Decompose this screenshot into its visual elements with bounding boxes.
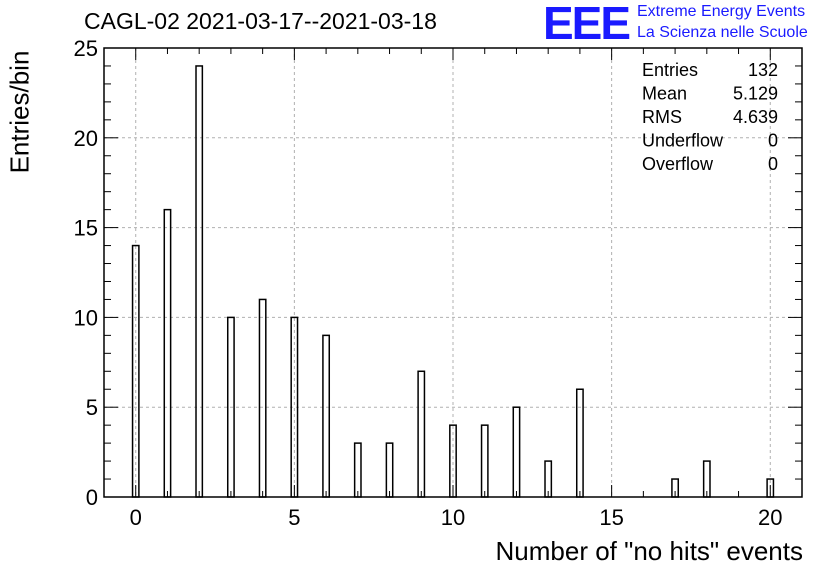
x-tick-label: 10 xyxy=(441,505,465,530)
y-tick-label: 15 xyxy=(74,216,98,241)
stats-label: Underflow xyxy=(642,131,724,151)
y-tick-label: 25 xyxy=(74,36,98,61)
stats-label: Entries xyxy=(642,60,698,80)
y-tick-label: 20 xyxy=(74,126,98,151)
stats-value: 132 xyxy=(748,60,778,80)
histogram-bar xyxy=(480,424,489,498)
stats-label: RMS xyxy=(642,107,682,127)
eee-logo: EEE xyxy=(543,0,631,49)
logo-line-1: Extreme Energy Events xyxy=(637,3,806,20)
x-tick-label: 0 xyxy=(130,505,142,530)
histogram-bar xyxy=(353,442,362,498)
histogram-bar xyxy=(258,298,267,498)
x-tick-label: 5 xyxy=(288,505,300,530)
stats-value: 0 xyxy=(768,154,778,174)
histogram-bar xyxy=(575,388,584,498)
stats-value: 5.129 xyxy=(733,84,778,104)
stats-value: 4.639 xyxy=(733,107,778,127)
grid-lines xyxy=(104,47,802,498)
histogram-bar xyxy=(195,65,204,498)
y-tick-label: 10 xyxy=(74,305,98,330)
y-tick-labels: 0 5 10 15 20 25 xyxy=(74,36,98,510)
x-tick-labels: 0 5 10 15 20 xyxy=(130,505,783,530)
x-axis-label: Number of "no hits" events xyxy=(495,536,804,566)
histogram-bar xyxy=(163,208,172,498)
x-tick-label: 20 xyxy=(758,505,782,530)
logo-line-2: La Scienza nelle Scuole xyxy=(637,24,808,41)
axis-ticks xyxy=(103,47,803,498)
histogram-bar xyxy=(322,334,331,498)
x-tick-label: 15 xyxy=(599,505,623,530)
y-tick-label: 5 xyxy=(86,395,98,420)
histogram-bar xyxy=(512,406,521,498)
stats-label: Overflow xyxy=(642,154,714,174)
stats-value: 0 xyxy=(768,131,778,151)
histogram-bar xyxy=(417,370,426,498)
stats-box: Entries 132 Mean 5.129 RMS 4.639 Underflow 0 Ove… xyxy=(642,60,778,174)
histogram-bar xyxy=(385,442,394,498)
y-tick-label: 0 xyxy=(86,485,98,510)
stats-label: Mean xyxy=(642,84,687,104)
chart-title: CAGL-02 2021-03-17--2021-03-18 xyxy=(84,8,437,34)
